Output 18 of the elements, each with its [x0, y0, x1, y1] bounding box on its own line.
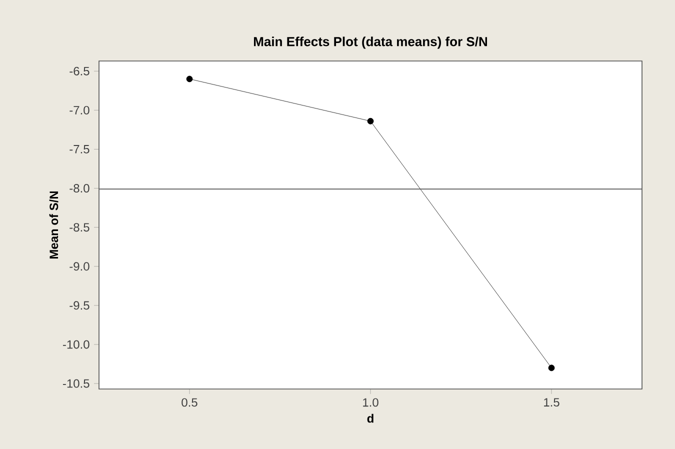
- x-tick-label: 1.0: [363, 398, 378, 407]
- y-tick-label: -10.5: [62, 379, 90, 388]
- y-tick-label: -9.5: [70, 301, 90, 310]
- y-tick-label: -6.5: [70, 66, 90, 76]
- chart-title: Main Effects Plot (data means) for S/N: [254, 36, 487, 49]
- y-tick-label: -7.0: [70, 106, 90, 114]
- x-tick-label: 0.5: [182, 398, 198, 407]
- y-tick-label: -8.0: [70, 184, 90, 193]
- x-axis-title: d: [367, 414, 374, 423]
- x-tick-label: 1.5: [544, 398, 560, 407]
- y-axis-title: Mean of S/N: [49, 191, 58, 259]
- y-tick-label: -10.0: [62, 340, 90, 349]
- y-tick-label: -9.0: [70, 262, 90, 271]
- y-tick-label: -8.5: [70, 223, 90, 232]
- point: [548, 364, 555, 372]
- point: [367, 118, 374, 124]
- y-tick-label: -7.5: [70, 145, 90, 154]
- point: [186, 76, 193, 82]
